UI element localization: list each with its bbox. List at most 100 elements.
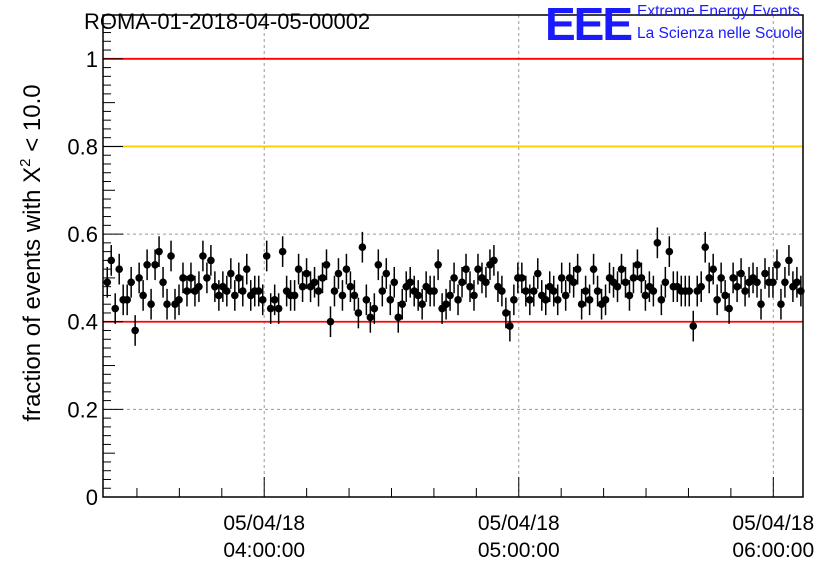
data-point <box>338 291 347 300</box>
data-point <box>474 265 482 273</box>
data-point <box>143 260 151 269</box>
grid-lines <box>103 15 803 497</box>
data-point <box>769 278 777 287</box>
data-point <box>657 296 666 304</box>
logo-text-line2: La Scienza nelle Scuole <box>637 25 803 42</box>
data-point <box>533 269 542 278</box>
data-point <box>183 287 191 295</box>
data-point <box>382 269 391 278</box>
data-point <box>179 274 187 282</box>
data-point <box>294 265 303 273</box>
data-point <box>637 274 646 282</box>
data-point <box>522 287 530 295</box>
data-point <box>418 300 426 309</box>
data-point <box>454 296 462 304</box>
data-point <box>107 256 116 265</box>
data-point <box>350 291 359 300</box>
data-point <box>553 296 562 304</box>
data-point <box>482 278 490 287</box>
data-point <box>649 287 658 295</box>
data-point <box>318 274 327 282</box>
data-point <box>713 296 721 304</box>
data-point <box>374 260 383 269</box>
data-point <box>258 296 267 304</box>
data-point <box>302 269 311 278</box>
x-tick-labels: 05/04/18 04:00:00 05/04/18 05:00:00 05/04/18… <box>223 512 814 562</box>
data-point <box>187 274 195 282</box>
data-point <box>207 256 215 265</box>
data-point <box>753 278 761 287</box>
data-point <box>633 260 642 269</box>
data-point <box>470 291 478 300</box>
data-point <box>697 282 706 291</box>
data-point <box>254 287 263 295</box>
data-point <box>135 274 143 282</box>
y-axis-label: fraction of events with X2 < 10.0 <box>17 84 46 421</box>
data-point <box>761 269 769 278</box>
data-point <box>549 287 558 295</box>
data-point <box>203 274 211 282</box>
data-point <box>629 274 638 282</box>
data-point <box>414 291 422 300</box>
data-point <box>398 300 407 309</box>
data-point <box>231 291 239 300</box>
data-point <box>370 304 379 313</box>
data-point <box>721 291 729 300</box>
data-point <box>378 287 387 295</box>
data-point <box>561 291 570 300</box>
data-point <box>573 265 582 273</box>
data-point <box>621 278 630 287</box>
data-point <box>685 287 694 295</box>
reference-lines <box>103 57 803 323</box>
data-point <box>518 274 526 282</box>
data-point <box>211 282 219 291</box>
data-point <box>701 243 710 252</box>
data-point <box>781 278 789 287</box>
y-tick-label: 1 <box>86 47 98 72</box>
y-tick-labels: 0 0.2 0.4 0.6 0.8 1 <box>67 47 98 510</box>
data-point <box>366 313 375 322</box>
data-point <box>159 278 167 287</box>
data-point <box>238 287 247 295</box>
data-points <box>103 227 805 346</box>
data-point <box>298 282 307 291</box>
data-point <box>661 278 670 287</box>
data-point <box>362 296 371 304</box>
data-point <box>127 278 135 287</box>
y-tick-label: 0.8 <box>67 134 98 159</box>
data-point <box>390 278 399 287</box>
data-point <box>526 296 534 304</box>
data-point <box>741 287 749 295</box>
data-point <box>123 296 131 304</box>
data-point <box>394 313 403 322</box>
data-point <box>354 309 363 317</box>
data-point <box>115 265 124 273</box>
data-point <box>334 269 343 278</box>
data-point <box>541 296 550 304</box>
data-point <box>593 287 602 295</box>
data-point <box>462 265 470 273</box>
data-point <box>581 287 590 295</box>
data-point <box>725 304 733 313</box>
y-tick-label: 0 <box>86 485 98 510</box>
x-tick-label-date: 05/04/18 <box>223 512 305 535</box>
data-point <box>577 300 586 309</box>
data-point <box>155 247 163 256</box>
data-point <box>665 247 674 256</box>
data-point <box>290 291 299 300</box>
data-point <box>498 287 506 295</box>
data-point <box>729 274 737 282</box>
data-point <box>139 291 147 300</box>
data-point <box>458 278 466 287</box>
data-point <box>175 296 183 304</box>
data-point <box>326 317 335 326</box>
y-tick-label: 0.6 <box>67 222 98 247</box>
data-point <box>262 252 271 260</box>
data-point <box>446 291 454 300</box>
logo-text-line1: Extreme Energy Events <box>637 3 800 20</box>
data-point <box>450 274 458 282</box>
data-point <box>617 265 626 273</box>
data-point <box>490 256 498 265</box>
data-point <box>199 252 207 260</box>
